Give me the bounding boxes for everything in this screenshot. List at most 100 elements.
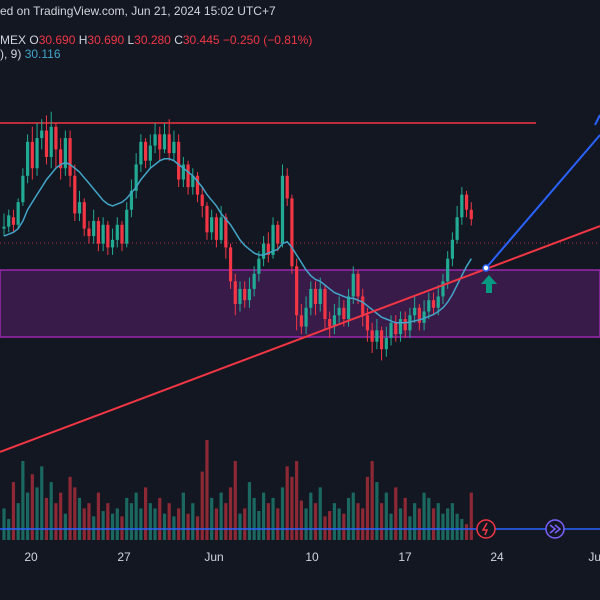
close-value: 30.445: [182, 33, 220, 47]
high-value: 30.690: [87, 33, 125, 47]
candle-body: [295, 266, 299, 316]
candle: [460, 187, 464, 225]
volume-bar: [290, 476, 294, 540]
candle: [431, 292, 436, 316]
volume-bar: [177, 508, 181, 540]
volume-bar: [446, 508, 450, 540]
candle: [115, 217, 119, 248]
candle-body: [16, 202, 20, 225]
volume-bar: [313, 503, 318, 540]
candle: [304, 296, 308, 335]
volume-bar: [375, 482, 379, 540]
candle-body: [68, 138, 72, 176]
candle-body: [224, 217, 228, 248]
candle: [422, 300, 426, 331]
candle: [417, 303, 421, 331]
candle: [214, 213, 218, 248]
publish-line: ed on TradingView.com, Jun 21, 2024 15:0…: [0, 4, 276, 18]
candle-body: [26, 141, 30, 176]
projection-line: [485, 134, 600, 269]
volume-bar: [167, 503, 171, 540]
candle: [295, 258, 299, 331]
volume-bar: [134, 492, 138, 540]
candle-body: [177, 141, 181, 180]
volume-bar: [318, 487, 322, 540]
volume-bar: [469, 492, 473, 540]
volume-bar: [271, 497, 275, 540]
volume-bar: [422, 492, 426, 540]
candle-body: [441, 281, 445, 297]
volume-bar: [195, 516, 200, 540]
candle-body: [384, 337, 388, 350]
candle-body: [73, 175, 77, 214]
candle-body: [21, 175, 25, 203]
candle: [257, 251, 261, 282]
volume-bar: [361, 508, 365, 540]
volume-bar: [63, 513, 67, 540]
candle-body: [389, 322, 393, 338]
candle: [110, 228, 115, 255]
candle-body: [375, 330, 379, 342]
x-tick-label: 17: [398, 550, 412, 564]
candle: [158, 126, 162, 161]
volume-bar: [417, 508, 421, 540]
candle-body: [323, 288, 327, 320]
candle-body: [2, 226, 6, 229]
candle: [337, 296, 341, 323]
replay-marker-icon[interactable]: [476, 519, 496, 539]
volume-bar: [44, 497, 49, 540]
volume-bar: [214, 508, 218, 540]
candle: [464, 190, 469, 218]
candle: [139, 134, 143, 173]
volume-bar: [158, 497, 162, 540]
candle-body: [464, 194, 469, 210]
candle: [403, 311, 407, 338]
candle-body: [40, 130, 44, 139]
candle-body: [158, 134, 162, 150]
volume-bar: [337, 508, 341, 540]
candle-body: [153, 134, 157, 146]
candle-body: [299, 315, 303, 327]
candle-body: [337, 307, 341, 316]
candle-body: [214, 217, 218, 240]
candle: [96, 217, 100, 252]
candle-body: [247, 288, 252, 301]
volume-bar: [16, 503, 20, 540]
candle: [224, 213, 228, 259]
volume-bar: [40, 466, 44, 540]
candle: [134, 153, 138, 199]
candle: [144, 138, 148, 169]
candle: [87, 221, 91, 244]
volume-bar: [295, 461, 299, 540]
candle: [356, 270, 360, 304]
candle-body: [422, 311, 426, 323]
candle-body: [49, 126, 53, 157]
candle-body: [125, 209, 129, 244]
volume-bar: [403, 497, 407, 540]
candle: [26, 134, 30, 184]
candle-body: [262, 243, 266, 259]
pivot-point[interactable]: [482, 264, 490, 272]
candle-body: [82, 202, 86, 229]
fast-forward-icon[interactable]: [545, 519, 565, 539]
candle: [129, 179, 134, 218]
candle-body: [436, 296, 440, 308]
candle: [200, 187, 204, 218]
candle: [370, 322, 374, 353]
x-tick-label: 10: [305, 550, 319, 564]
volume-bar: [257, 511, 261, 540]
candle: [398, 311, 403, 342]
volume-bar: [252, 497, 256, 540]
volume-bar: [266, 503, 270, 540]
volume-bar: [455, 513, 459, 540]
volume-bar: [73, 487, 77, 540]
volume-bar: [35, 487, 39, 540]
candle-body: [450, 239, 454, 259]
volume-bar: [115, 508, 119, 540]
candle: [92, 209, 96, 244]
candle: [54, 123, 58, 169]
candle: [195, 172, 200, 203]
volume-bar: [304, 508, 308, 540]
volume-bar: [101, 511, 105, 540]
